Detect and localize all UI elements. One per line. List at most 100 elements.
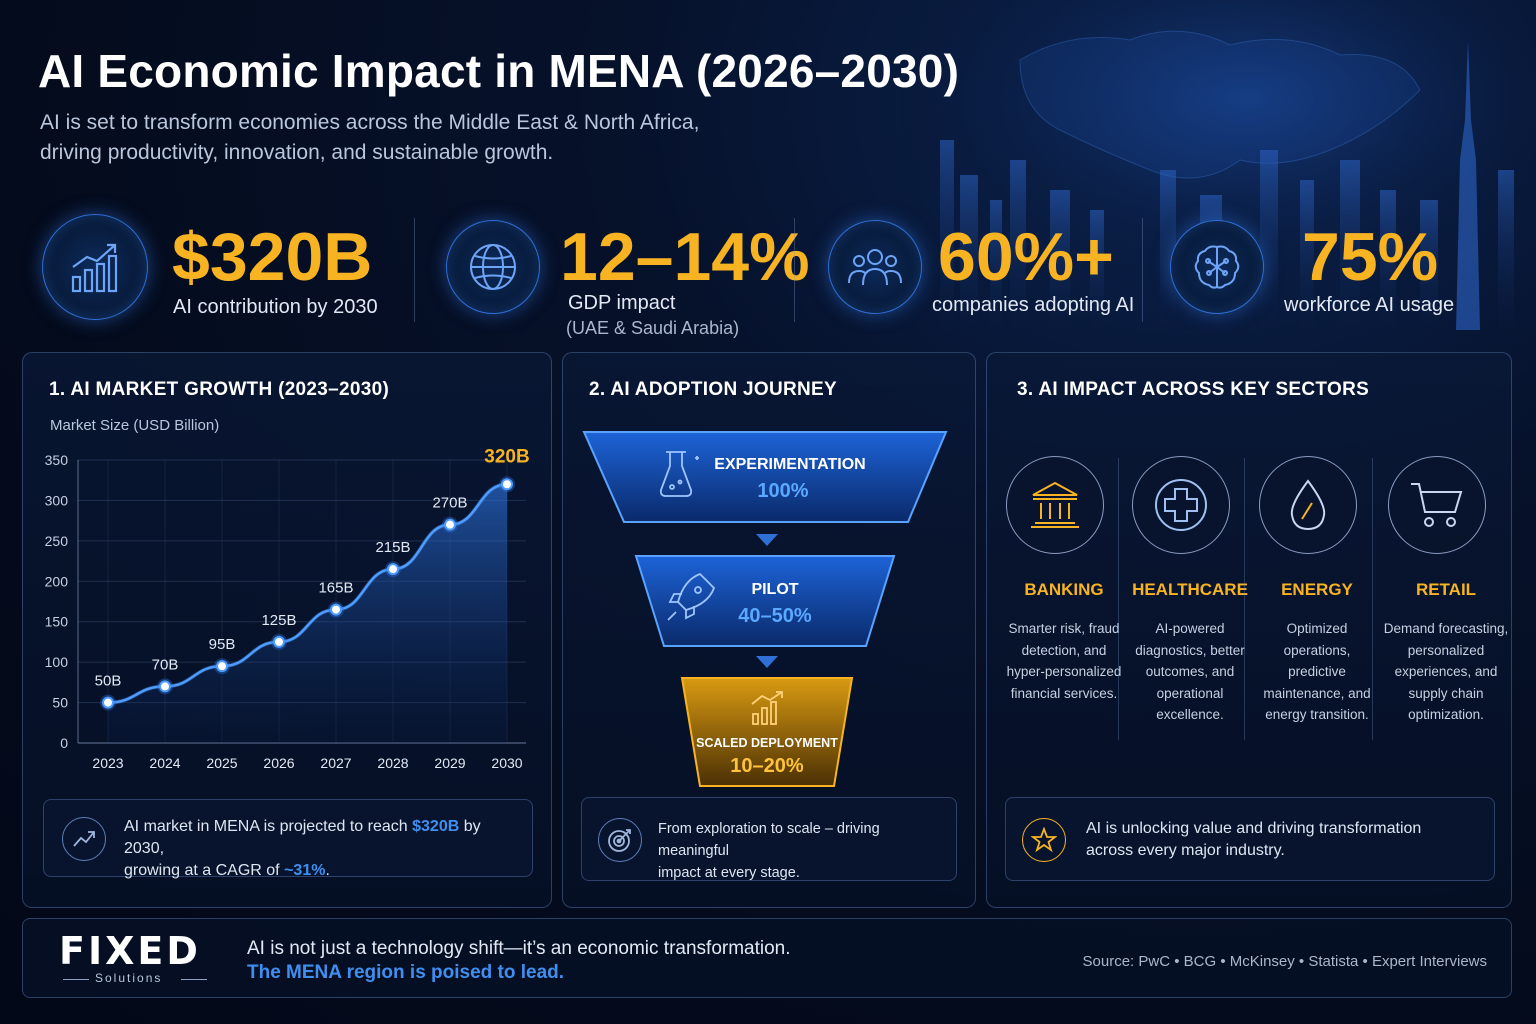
market-growth-panel: 1. AI MARKET GROWTH (2023–2030) AI marke…	[22, 352, 552, 908]
sector-note: AI is unlocking value and driving transf…	[1005, 797, 1495, 881]
sector-desc-line: excellence.	[1156, 707, 1224, 722]
data-point	[330, 603, 342, 616]
sector-desc-line: Optimized	[1286, 621, 1348, 636]
adoption-funnel	[582, 431, 948, 787]
sector-desc-line: maintenance, and	[1263, 685, 1371, 701]
sector-desc-line: operations,	[1283, 642, 1351, 658]
y-tick-label: 300	[45, 492, 69, 508]
funnel-stage-value: 100%	[757, 480, 809, 502]
bank-icon	[1006, 456, 1104, 554]
data-label: 165B	[318, 580, 353, 597]
footer-sources: Source: PwC • BCG • McKinsey • Statista …	[1082, 953, 1487, 970]
sector-desc-line: operational	[1156, 685, 1224, 701]
sector-desc-line: financial services.	[1010, 685, 1118, 701]
footer: FIXED Solutions AI is not just a technol…	[22, 918, 1512, 998]
page-title: AI Economic Impact in MENA (2026–2030)	[38, 45, 960, 97]
logo-divider	[181, 979, 207, 980]
subtitle-line-2: driving productivity, innovation, and su…	[40, 141, 554, 164]
page-subtitle: AI is set to transform economies across …	[40, 108, 740, 168]
sector-desc-line: detection, and	[1021, 642, 1107, 658]
panel-title: 1. AI MARKET GROWTH (2023–2030)	[49, 379, 390, 400]
funnel-stage-label: PILOT	[751, 581, 799, 598]
sector-name: HEALTHCARE	[1132, 580, 1248, 599]
funnel-stage-value: 40–50%	[738, 605, 812, 627]
star-icon	[1022, 818, 1066, 862]
note-highlight: ~31%	[284, 862, 326, 879]
note-text-part: by 2030,	[124, 818, 481, 857]
y-tick-label: 200	[45, 573, 69, 589]
kpi-sublabel: (UAE & Saudi Arabia)	[566, 318, 740, 338]
sector-desc-line: Smarter risk, fraud	[1008, 621, 1120, 636]
chart-y-axis-label: Market Size (USD Billion)	[50, 417, 220, 434]
adoption-note: From exploration to scale – driving mean…	[581, 797, 957, 881]
data-label: 125B	[261, 612, 296, 629]
funnel-stage-pilot	[634, 555, 896, 647]
x-tick-label: 2030	[491, 755, 522, 771]
note-text-part: AI market in MENA is projected to reach	[124, 818, 413, 835]
funnel-arrow	[756, 534, 778, 546]
y-tick-label: 150	[45, 614, 69, 630]
sector-desc-line: Demand forecasting,	[1383, 621, 1509, 636]
kpi-gdp-impact: 12–14% GDP impact (UAE & Saudi Arabia)	[446, 214, 810, 338]
flask-icon	[659, 451, 699, 497]
funnel-arrow	[756, 656, 778, 668]
bar-growth-icon	[751, 691, 783, 725]
data-point	[273, 635, 285, 648]
x-tick-label: 2028	[377, 755, 408, 771]
market-growth-chart: 0 50 100 150 200 250 300 350 2023 2024 2025 2026 202…	[45, 446, 530, 771]
sector-desc-line: diagnostics, better	[1135, 642, 1245, 658]
data-label: 320B	[484, 446, 529, 467]
sector-name: RETAIL	[1415, 580, 1477, 599]
footer-highlight: The MENA region is poised to lead.	[247, 962, 565, 983]
x-tick-label: 2027	[320, 755, 351, 771]
y-tick-label: 250	[45, 533, 69, 549]
note-highlight: $320B	[412, 818, 460, 835]
note-text-part: .	[325, 862, 330, 879]
sector-desc-line: experiences, and	[1394, 664, 1498, 679]
sector-description: Optimized operations, predictive mainten…	[1241, 618, 1393, 726]
panel-title: 2. AI ADOPTION JOURNEY	[589, 379, 838, 400]
kpi-workforce-usage: 75% workforce AI usage	[1170, 214, 1470, 324]
company-logo-subtitle: Solutions	[95, 971, 163, 985]
x-tick-label: 2029	[434, 755, 465, 771]
people-icon	[828, 220, 922, 314]
data-label: 215B	[375, 539, 410, 556]
subtitle-line-1: AI is set to transform economies across …	[40, 111, 700, 134]
data-point	[387, 563, 399, 576]
kpi-company-adoption: 60%+ companies adopting AI	[828, 214, 1134, 324]
kpi-label: GDP impact	[568, 292, 676, 314]
kpi-ai-contribution: $320B AI contribution by 2030	[42, 214, 402, 324]
kpi-divider	[1142, 218, 1143, 322]
sector-divider	[1372, 458, 1373, 740]
funnel-stage-label: SCALED DEPLOYMENT	[696, 736, 838, 750]
sector-description: AI-powered diagnostics, better outcomes,…	[1114, 618, 1266, 726]
sector-name: BANKING	[1024, 580, 1104, 599]
sector-impact-panel: 3. AI IMPACT ACROSS KEY SECTORS AI is un…	[986, 352, 1512, 908]
note-line: From exploration to scale – driving mean…	[658, 821, 880, 859]
series-line	[107, 483, 508, 704]
company-logo: FIXED	[59, 929, 201, 973]
kpi-label: AI contribution by 2030	[173, 296, 378, 318]
sector-description: Smarter risk, fraud detection, and hyper…	[988, 618, 1140, 704]
sector-divider	[1244, 458, 1245, 740]
funnel-stage-value: 10–20%	[730, 755, 804, 777]
sector-name: ENERGY	[1281, 580, 1353, 599]
note-line: impact at every stage.	[658, 865, 800, 881]
x-tick-label: 2023	[92, 755, 123, 771]
sector-desc-line: hyper-personalized	[1006, 664, 1122, 679]
kpi-divider	[794, 218, 795, 322]
kpi-value: 75%	[1302, 219, 1439, 295]
adoption-note-text: From exploration to scale – driving mean…	[658, 818, 950, 884]
sector-divider	[1118, 458, 1119, 740]
kpi-divider	[414, 218, 415, 322]
data-point	[102, 696, 114, 709]
note-line: across every major industry.	[1086, 842, 1285, 859]
data-label: 70B	[152, 656, 179, 673]
data-label: 95B	[209, 636, 236, 653]
sector-desc-line: outcomes, and	[1145, 664, 1235, 679]
medical-cross-icon	[1132, 456, 1230, 554]
funnel-stage-experimentation	[582, 431, 948, 523]
data-label: 270B	[432, 495, 467, 512]
target-icon	[598, 818, 642, 862]
area-fill	[108, 484, 507, 743]
